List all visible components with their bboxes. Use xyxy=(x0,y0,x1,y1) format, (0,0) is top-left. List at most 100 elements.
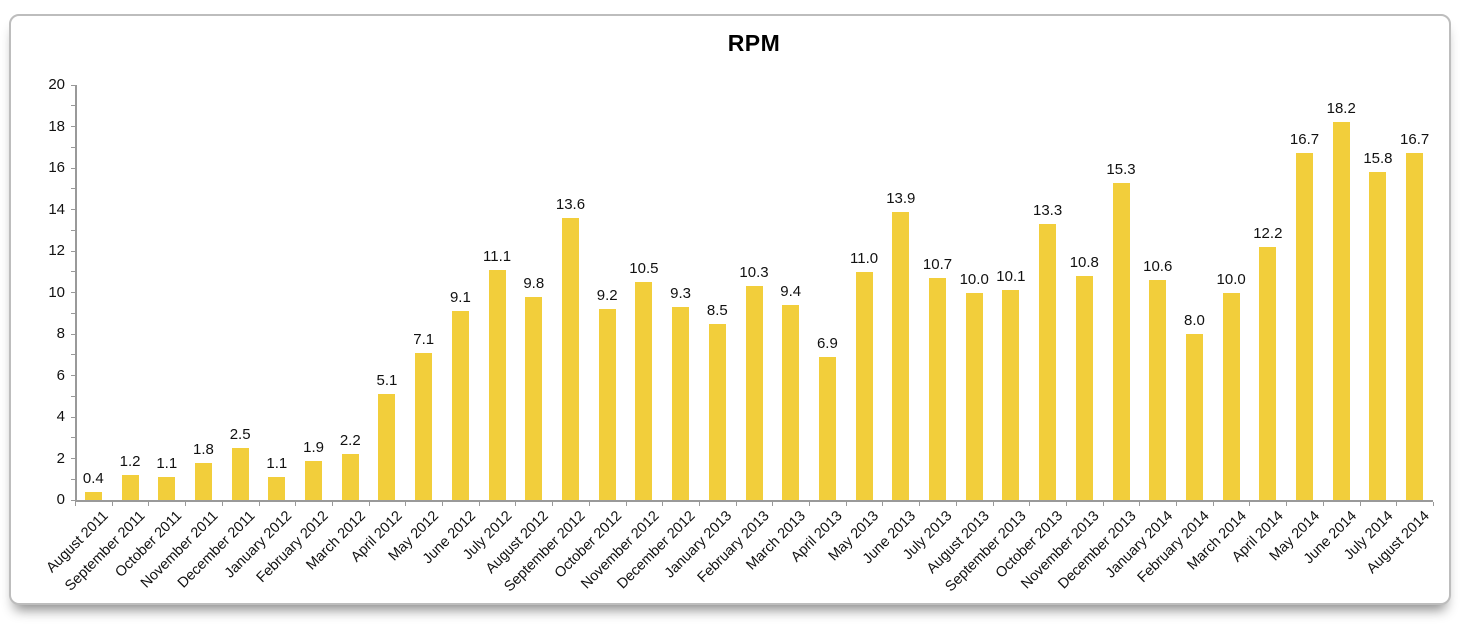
y-tick xyxy=(71,375,75,376)
y-axis-label: 0 xyxy=(56,491,65,508)
bar xyxy=(1149,280,1167,500)
bar xyxy=(1406,153,1424,500)
bar-value-label: 0.4 xyxy=(82,469,104,487)
y-axis-label: 6 xyxy=(56,366,65,384)
bar-value-label: 18.2 xyxy=(1326,100,1356,118)
bar xyxy=(451,311,469,500)
chart-frame: RPM 0 2 4 6 8 10 12 14 16 18 20 0.4 August 2011 1.2 Se… xyxy=(9,14,1451,605)
x-tick xyxy=(221,502,223,506)
y-axis-label: 8 xyxy=(56,325,65,342)
x-tick xyxy=(1176,502,1178,506)
bar-value-label: 9.2 xyxy=(596,287,618,305)
y-tick xyxy=(71,478,75,480)
bar-value-label: 7.1 xyxy=(413,330,435,348)
x-tick xyxy=(1065,502,1067,506)
y-axis-label: 16 xyxy=(48,159,65,176)
x-tick xyxy=(625,502,627,506)
x-tick xyxy=(845,502,847,506)
y-tick xyxy=(71,188,75,190)
x-tick xyxy=(882,502,884,506)
bar-value-label: 6.9 xyxy=(816,334,838,352)
bar-value-label: 9.3 xyxy=(670,285,692,303)
bar-value-label: 12.2 xyxy=(1253,224,1283,242)
x-tick xyxy=(405,502,407,506)
bar xyxy=(305,460,323,500)
y-tick xyxy=(71,271,75,273)
bar xyxy=(194,462,212,500)
x-tick xyxy=(1102,502,1104,506)
bar xyxy=(378,394,396,500)
bar xyxy=(415,352,433,500)
y-tick xyxy=(71,437,75,439)
x-tick xyxy=(368,502,370,506)
bar xyxy=(561,217,579,500)
bar xyxy=(929,277,946,500)
x-tick xyxy=(1359,502,1361,506)
bar-value-label: 2.5 xyxy=(229,426,251,444)
y-tick xyxy=(71,312,75,314)
bar xyxy=(525,296,543,500)
y-axis-label: 12 xyxy=(48,242,65,259)
bar xyxy=(121,475,139,500)
y-tick xyxy=(71,229,75,231)
x-tick xyxy=(258,502,260,506)
bar xyxy=(231,448,249,500)
x-tick xyxy=(1396,502,1398,506)
y-axis-label: 18 xyxy=(48,117,65,135)
bar xyxy=(1259,246,1277,500)
y-axis-label: 20 xyxy=(48,76,65,93)
bar-value-label: 1.1 xyxy=(156,455,178,473)
bar-value-label: 9.1 xyxy=(449,289,471,307)
bar-value-label: 1.2 xyxy=(119,453,141,471)
bar xyxy=(158,477,176,500)
y-tick xyxy=(71,250,75,252)
y-tick xyxy=(71,105,75,107)
y-tick xyxy=(71,146,75,148)
x-tick xyxy=(295,502,297,506)
bar-value-label: 10.8 xyxy=(1069,253,1099,271)
bar xyxy=(268,477,286,500)
x-tick xyxy=(111,502,113,506)
bar-value-label: 13.6 xyxy=(555,195,586,213)
bar xyxy=(598,309,616,500)
bar xyxy=(84,491,102,500)
y-tick xyxy=(71,126,75,127)
bar xyxy=(745,286,763,500)
bar xyxy=(1222,292,1240,500)
x-tick xyxy=(1249,502,1251,506)
x-tick xyxy=(588,502,590,506)
x-tick xyxy=(1286,502,1288,506)
bar xyxy=(782,304,800,500)
y-tick xyxy=(71,209,75,210)
bar-value-label: 1.9 xyxy=(303,438,324,456)
bar xyxy=(1075,275,1093,500)
bar-value-label: 8.0 xyxy=(1183,312,1205,329)
bar-value-label: 13.9 xyxy=(886,189,916,207)
bar xyxy=(1296,153,1314,500)
x-tick xyxy=(1139,502,1141,506)
bar-value-label: 9.4 xyxy=(780,282,802,300)
bar xyxy=(965,292,983,500)
bar xyxy=(708,323,726,500)
bar xyxy=(488,269,506,500)
x-tick xyxy=(1322,502,1324,506)
bar-value-label: 10.1 xyxy=(996,268,1026,286)
bar xyxy=(1369,172,1387,500)
y-tick xyxy=(71,84,75,86)
y-tick xyxy=(71,333,75,335)
y-tick xyxy=(71,416,75,418)
bar-value-label: 10.0 xyxy=(1216,270,1246,288)
x-tick xyxy=(919,502,921,506)
bar xyxy=(892,211,910,500)
x-tick xyxy=(185,502,187,506)
x-tick xyxy=(698,502,700,506)
bar-value-label: 1.8 xyxy=(193,440,214,458)
bar-value-label: 8.5 xyxy=(706,301,728,319)
x-tick xyxy=(75,502,76,506)
x-tick xyxy=(478,502,480,506)
x-tick xyxy=(331,502,333,506)
y-tick xyxy=(71,395,75,397)
bar-value-label: 16.7 xyxy=(1289,131,1320,149)
x-axis-line xyxy=(75,500,1433,502)
